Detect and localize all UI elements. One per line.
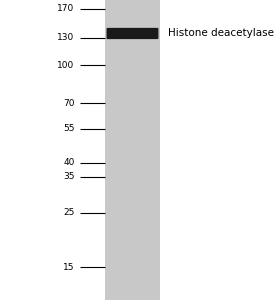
Text: Histone deacetylase 6: Histone deacetylase 6 xyxy=(168,28,276,38)
Text: 15: 15 xyxy=(63,262,75,272)
Text: 170: 170 xyxy=(57,4,75,14)
Text: 55: 55 xyxy=(63,124,75,134)
Text: 25: 25 xyxy=(63,208,75,217)
Text: 40: 40 xyxy=(63,158,75,167)
Text: 70: 70 xyxy=(63,99,75,108)
FancyBboxPatch shape xyxy=(107,28,158,39)
Bar xyxy=(105,0,160,300)
Text: 100: 100 xyxy=(57,61,75,70)
Text: 130: 130 xyxy=(57,33,75,42)
Text: 35: 35 xyxy=(63,172,75,182)
